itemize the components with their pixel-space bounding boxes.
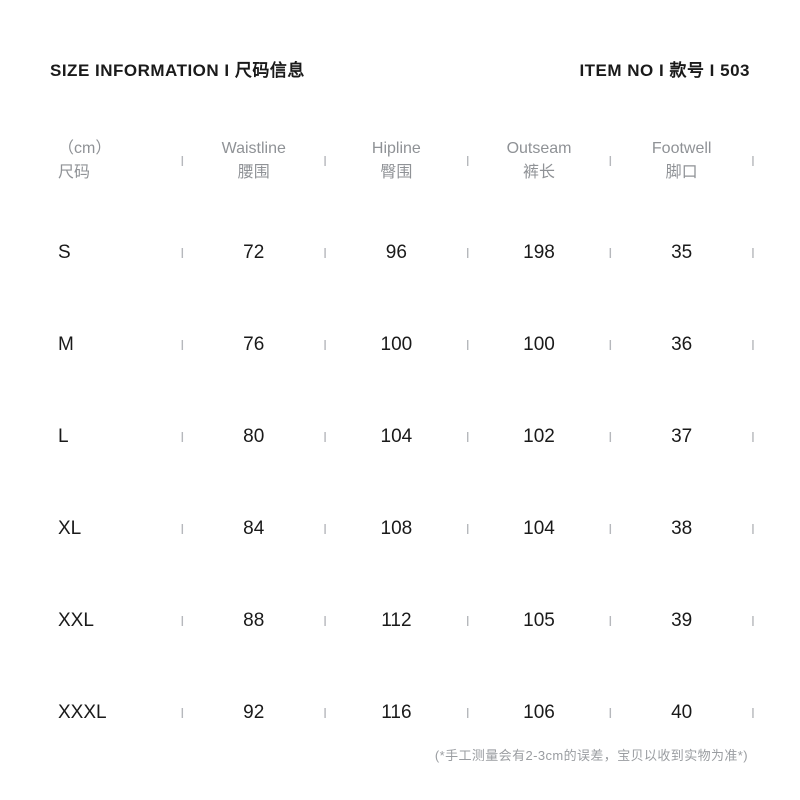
cell-waistline: 84 bbox=[187, 516, 320, 542]
col-separator: I bbox=[605, 337, 615, 354]
col-header-size: （cm） 尺码 bbox=[42, 138, 177, 183]
col-separator: I bbox=[605, 705, 615, 722]
cell-outseam: 100 bbox=[473, 332, 606, 358]
cell-hipline: 112 bbox=[330, 608, 463, 634]
cell-waistline: 88 bbox=[187, 608, 320, 634]
col-separator: I bbox=[463, 153, 473, 170]
cell-waistline: 76 bbox=[187, 332, 320, 358]
col-separator: I bbox=[320, 705, 330, 722]
col-separator: I bbox=[605, 613, 615, 630]
table-row: L I 80 I 104 I 102 I 37 I bbox=[42, 391, 758, 483]
cell-size: L bbox=[42, 424, 177, 450]
col-separator: I bbox=[748, 245, 758, 262]
measurement-footnote: (*手工测量会有2-3cm的误差，宝贝以收到实物为准*) bbox=[435, 745, 748, 764]
col-separator: I bbox=[748, 705, 758, 722]
item-no-title: ITEM NO I 款号 I 503 bbox=[579, 56, 750, 81]
table-row: M I 76 I 100 I 100 I 36 I bbox=[42, 299, 758, 391]
col-separator: I bbox=[605, 521, 615, 538]
col-separator: I bbox=[177, 153, 187, 170]
col-separator: I bbox=[177, 429, 187, 446]
cell-size: XL bbox=[42, 516, 177, 542]
col-separator: I bbox=[463, 705, 473, 722]
cell-footwell: 35 bbox=[615, 240, 748, 266]
cell-footwell: 36 bbox=[615, 332, 748, 358]
cell-size: XXL bbox=[42, 608, 177, 634]
col-separator: I bbox=[605, 245, 615, 262]
col-separator: I bbox=[320, 245, 330, 262]
table-row: XL I 84 I 108 I 104 I 38 I bbox=[42, 483, 758, 575]
col-separator: I bbox=[748, 613, 758, 630]
cell-outseam: 105 bbox=[473, 608, 606, 634]
cell-outseam: 198 bbox=[473, 240, 606, 266]
table-row: XXL I 88 I 112 I 105 I 39 I bbox=[42, 575, 758, 667]
cell-outseam: 102 bbox=[473, 424, 606, 450]
col-separator: I bbox=[177, 521, 187, 538]
col-separator: I bbox=[463, 337, 473, 354]
cell-hipline: 108 bbox=[330, 516, 463, 542]
col-header-outseam: Outseam 裤长 bbox=[473, 138, 606, 183]
cell-waistline: 92 bbox=[187, 700, 320, 726]
col-separator: I bbox=[748, 521, 758, 538]
col-separator: I bbox=[463, 429, 473, 446]
col-separator: I bbox=[463, 245, 473, 262]
cell-waistline: 72 bbox=[187, 240, 320, 266]
cell-outseam: 106 bbox=[473, 700, 606, 726]
cell-hipline: 96 bbox=[330, 240, 463, 266]
cell-size: M bbox=[42, 332, 177, 358]
col-separator: I bbox=[605, 153, 615, 170]
cell-hipline: 104 bbox=[330, 424, 463, 450]
col-separator: I bbox=[177, 705, 187, 722]
top-bar: SIZE INFORMATION I 尺码信息 ITEM NO I 款号 I 5… bbox=[42, 56, 758, 81]
col-separator: I bbox=[177, 613, 187, 630]
size-table: （cm） 尺码 I Waistline 腰围 I Hipline 臀围 I Ou… bbox=[42, 129, 758, 759]
cell-footwell: 37 bbox=[615, 424, 748, 450]
cell-size: XXXL bbox=[42, 700, 177, 726]
col-separator: I bbox=[320, 337, 330, 354]
col-separator: I bbox=[463, 613, 473, 630]
col-separator: I bbox=[177, 337, 187, 354]
col-separator: I bbox=[748, 429, 758, 446]
table-header-row: （cm） 尺码 I Waistline 腰围 I Hipline 臀围 I Ou… bbox=[42, 129, 758, 193]
cell-waistline: 80 bbox=[187, 424, 320, 450]
col-separator: I bbox=[177, 245, 187, 262]
cell-outseam: 104 bbox=[473, 516, 606, 542]
col-separator: I bbox=[320, 429, 330, 446]
col-header-footwell: Footwell 脚口 bbox=[615, 138, 748, 183]
col-separator: I bbox=[320, 613, 330, 630]
cell-footwell: 39 bbox=[615, 608, 748, 634]
col-separator: I bbox=[748, 153, 758, 170]
col-separator: I bbox=[605, 429, 615, 446]
cell-footwell: 40 bbox=[615, 700, 748, 726]
cell-footwell: 38 bbox=[615, 516, 748, 542]
col-separator: I bbox=[320, 521, 330, 538]
col-separator: I bbox=[320, 153, 330, 170]
col-header-hipline: Hipline 臀围 bbox=[330, 138, 463, 183]
col-header-waistline: Waistline 腰围 bbox=[187, 138, 320, 183]
col-separator: I bbox=[748, 337, 758, 354]
cell-size: S bbox=[42, 240, 177, 266]
cell-hipline: 100 bbox=[330, 332, 463, 358]
col-separator: I bbox=[463, 521, 473, 538]
cell-hipline: 116 bbox=[330, 700, 463, 726]
size-info-title: SIZE INFORMATION I 尺码信息 bbox=[50, 56, 305, 81]
table-row: S I 72 I 96 I 198 I 35 I bbox=[42, 207, 758, 299]
